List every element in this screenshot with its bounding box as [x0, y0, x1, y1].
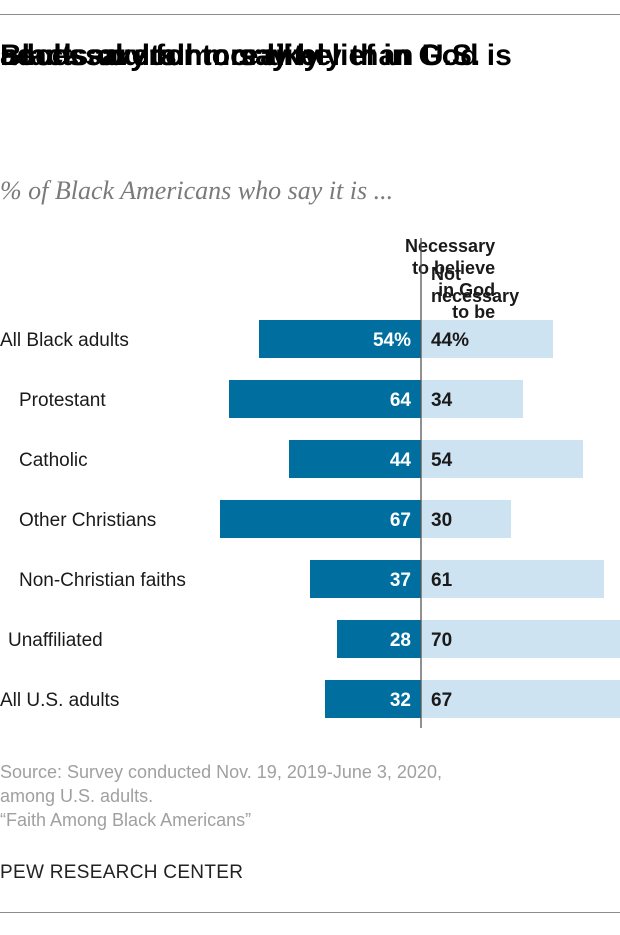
category-label: Protestant — [19, 390, 106, 411]
value-label-necessary: 28 — [390, 630, 411, 651]
bar-not-necessary — [421, 440, 583, 478]
bar-necessary — [325, 680, 421, 718]
value-label-necessary: 37 — [390, 570, 411, 591]
value-label-necessary: 32 — [390, 690, 411, 711]
bar-not-necessary — [421, 500, 511, 538]
bar-necessary — [310, 560, 421, 598]
category-label: Unaffiliated — [8, 630, 103, 651]
value-label-not-necessary: 67 — [431, 690, 452, 711]
brand-logo-text: PEW RESEARCH CENTER — [0, 862, 244, 883]
bar-not-necessary — [421, 320, 553, 358]
category-label: Catholic — [19, 450, 88, 471]
value-label-necessary: 64 — [390, 390, 412, 411]
category-label: All U.S. adults — [0, 690, 119, 711]
bar-not-necessary — [421, 620, 620, 658]
bar-necessary — [259, 320, 421, 358]
top-rule — [0, 14, 620, 15]
category-label: All Black adults — [0, 330, 129, 351]
title-line: necessary for morality — [0, 39, 321, 72]
bar-necessary — [337, 620, 421, 658]
chart-footer: Source: Survey conducted Nov. 19, 2019-J… — [0, 760, 442, 832]
bar-necessary — [229, 380, 421, 418]
bar-necessary — [220, 500, 421, 538]
value-label-not-necessary: 54 — [431, 450, 453, 471]
value-label-not-necessary: 30 — [431, 510, 452, 531]
category-label: Non-Christian faiths — [19, 570, 186, 591]
bottom-rule — [0, 912, 620, 913]
bar-not-necessary — [421, 560, 604, 598]
value-label-not-necessary: 34 — [431, 390, 453, 411]
value-label-necessary: 67 — [390, 510, 411, 531]
bar-necessary — [289, 440, 421, 478]
source-note-continued: among U.S. adults. — [0, 786, 154, 806]
value-label-not-necessary: 44% — [431, 330, 469, 351]
title-line: adults overall to say belief in God is — [0, 39, 512, 72]
chart-subtitle: % of Black Americans who say it is ... — [0, 176, 394, 205]
title-line: Black adults more likely than U.S. — [0, 39, 481, 72]
report-title: “Faith Among Black Americans” — [0, 810, 252, 830]
column-header-not-necessary-text: Not necessary — [431, 264, 520, 306]
category-label: Other Christians — [19, 510, 156, 531]
bar-not-necessary — [421, 380, 523, 418]
bar-not-necessary — [421, 680, 620, 718]
value-label-necessary: 54% — [373, 330, 411, 351]
value-label-necessary: 44 — [390, 450, 412, 471]
value-label-not-necessary: 61 — [431, 570, 453, 591]
value-label-not-necessary: 70 — [431, 630, 452, 651]
source-note: Source: Survey conducted Nov. 19, 2019-J… — [0, 762, 442, 782]
